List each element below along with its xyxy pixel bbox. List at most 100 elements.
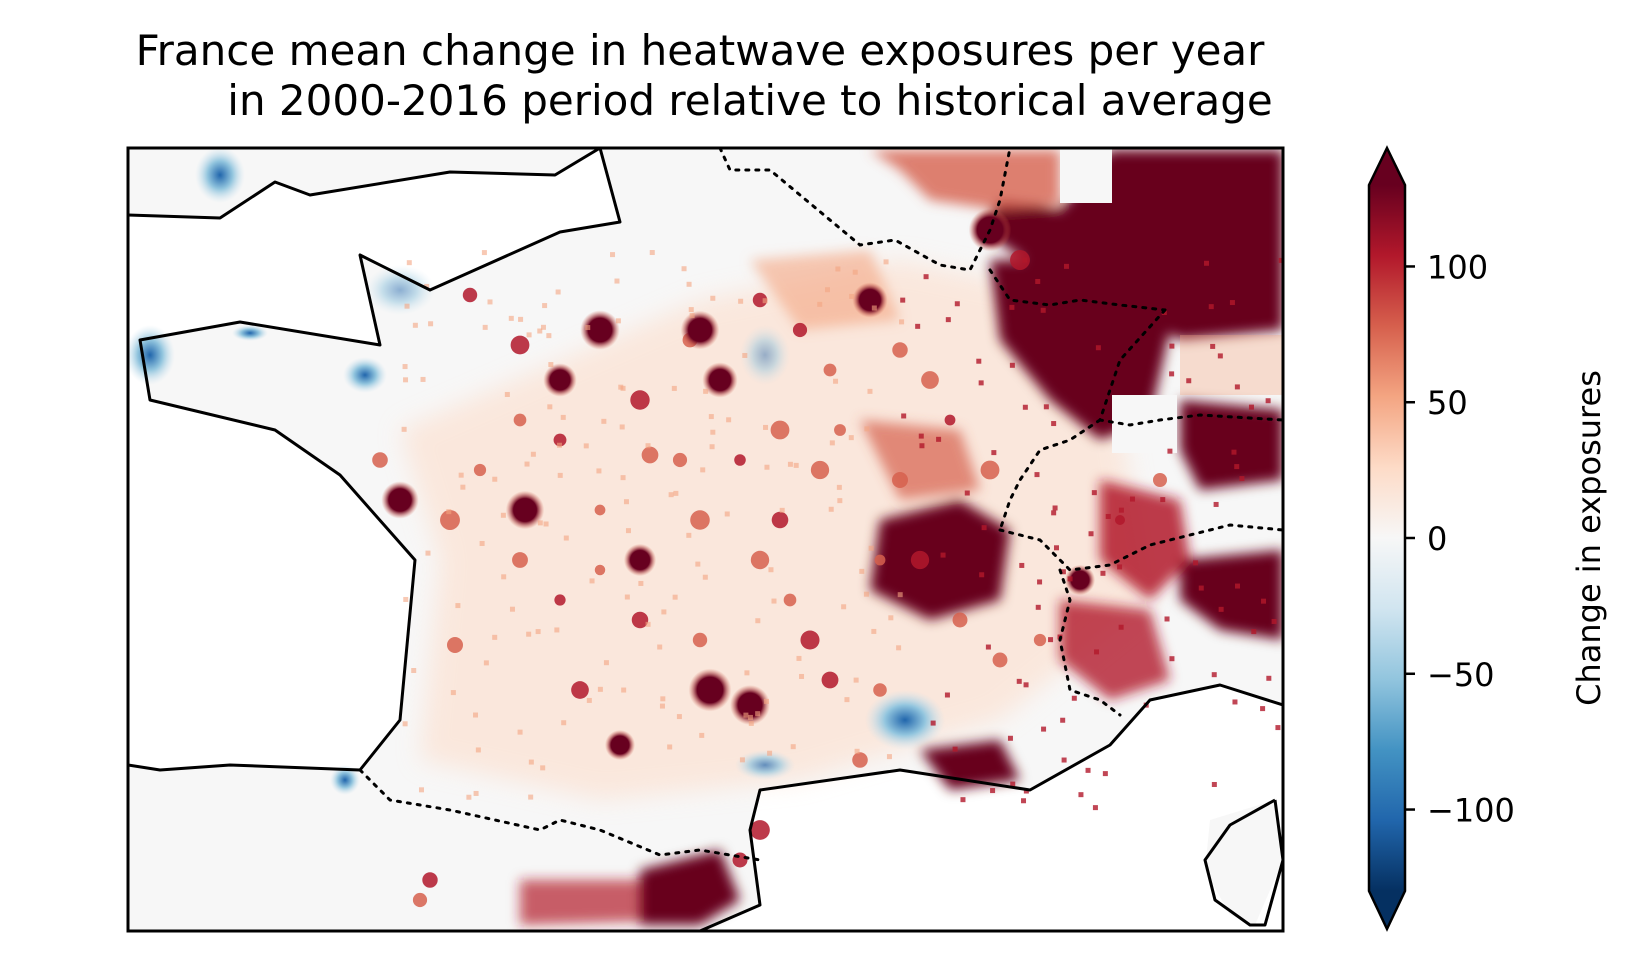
hotspot bbox=[422, 872, 438, 888]
hotspot bbox=[462, 287, 478, 303]
hotspot bbox=[510, 335, 530, 355]
hotspot bbox=[446, 636, 464, 654]
speckle bbox=[1204, 260, 1210, 266]
hotspot bbox=[690, 510, 710, 530]
speckle bbox=[420, 376, 426, 382]
speckle bbox=[991, 450, 997, 456]
speckle bbox=[900, 297, 906, 303]
speckle bbox=[526, 631, 532, 637]
speckle bbox=[1023, 788, 1029, 794]
patch bbox=[1180, 335, 1283, 395]
speckle bbox=[960, 797, 966, 803]
speckle bbox=[1248, 404, 1254, 410]
hotspot bbox=[944, 414, 956, 426]
hotspot bbox=[1010, 250, 1030, 270]
speckle bbox=[768, 567, 774, 573]
speckle bbox=[649, 250, 655, 256]
speckle bbox=[871, 628, 877, 634]
speckle bbox=[1094, 649, 1100, 655]
speckle bbox=[671, 385, 677, 391]
speckle bbox=[979, 572, 985, 578]
speckle bbox=[1007, 735, 1013, 741]
speckle bbox=[1117, 564, 1123, 570]
coastline bbox=[128, 148, 1283, 931]
speckle bbox=[1231, 449, 1237, 455]
speckle bbox=[844, 697, 850, 703]
speckle bbox=[1218, 606, 1224, 612]
speckle bbox=[1022, 404, 1028, 410]
hotspot bbox=[750, 820, 770, 840]
speckle bbox=[708, 414, 714, 420]
speckle bbox=[689, 313, 695, 319]
speckle bbox=[554, 627, 560, 633]
speckle bbox=[557, 472, 563, 478]
speckle bbox=[1037, 579, 1043, 585]
speckle bbox=[586, 697, 592, 703]
map-frame bbox=[126, 146, 1285, 933]
speckle bbox=[849, 293, 855, 299]
speckle bbox=[919, 443, 925, 449]
speckle bbox=[473, 712, 479, 718]
speckle bbox=[952, 746, 958, 752]
speckle bbox=[403, 377, 409, 383]
borders bbox=[358, 148, 1283, 862]
speckle bbox=[1019, 562, 1025, 568]
hotspot bbox=[910, 550, 930, 570]
hotspot bbox=[873, 683, 887, 697]
speckle bbox=[556, 442, 562, 448]
speckle bbox=[859, 568, 865, 574]
speckle bbox=[1275, 725, 1281, 731]
speckle bbox=[1048, 637, 1054, 643]
speckle bbox=[1235, 583, 1241, 589]
speckle bbox=[561, 720, 567, 726]
speckle bbox=[936, 436, 942, 442]
speckle bbox=[744, 670, 750, 676]
speckle bbox=[1251, 629, 1257, 635]
speckle bbox=[517, 729, 523, 735]
speckle bbox=[424, 283, 430, 289]
speckle bbox=[702, 574, 708, 580]
speckle bbox=[867, 388, 873, 394]
speckle bbox=[1167, 448, 1173, 454]
speckle bbox=[1186, 378, 1192, 384]
speckle bbox=[945, 317, 951, 323]
speckle bbox=[530, 451, 536, 457]
hotspot bbox=[641, 446, 659, 464]
speckle bbox=[526, 332, 532, 338]
speckle bbox=[555, 289, 561, 295]
speckle bbox=[923, 274, 929, 280]
colorbar-tick-label: 0 bbox=[1427, 520, 1447, 558]
speckle bbox=[547, 404, 553, 410]
hotspot bbox=[554, 594, 566, 606]
hotspot bbox=[473, 463, 487, 477]
speckle bbox=[1100, 570, 1106, 576]
speckle bbox=[673, 490, 679, 496]
speckle bbox=[1229, 300, 1235, 306]
speckle bbox=[621, 687, 627, 693]
speckle bbox=[763, 698, 769, 704]
speckle bbox=[1063, 263, 1069, 269]
speckle bbox=[930, 720, 936, 726]
speckle bbox=[1060, 569, 1066, 575]
colorbar-tick-label: 50 bbox=[1427, 384, 1468, 422]
speckle bbox=[848, 435, 854, 441]
speckle bbox=[1213, 501, 1219, 507]
speckle bbox=[625, 528, 631, 534]
speckle bbox=[710, 295, 716, 301]
speckle bbox=[1022, 257, 1028, 263]
hotspot bbox=[571, 681, 589, 699]
speckle bbox=[901, 413, 907, 419]
speckle bbox=[542, 303, 548, 309]
speckle bbox=[1067, 576, 1073, 582]
hotspot bbox=[752, 292, 768, 308]
speckle bbox=[660, 696, 666, 702]
speckle bbox=[817, 301, 823, 307]
speckle bbox=[596, 468, 602, 474]
map-title: France mean change in heatwave exposures… bbox=[0, 26, 1400, 126]
speckle bbox=[710, 429, 716, 435]
speckle bbox=[1260, 706, 1266, 712]
hotspot bbox=[792, 322, 808, 338]
speckle bbox=[981, 525, 987, 531]
speckle bbox=[976, 358, 982, 364]
hotspot bbox=[580, 310, 620, 350]
